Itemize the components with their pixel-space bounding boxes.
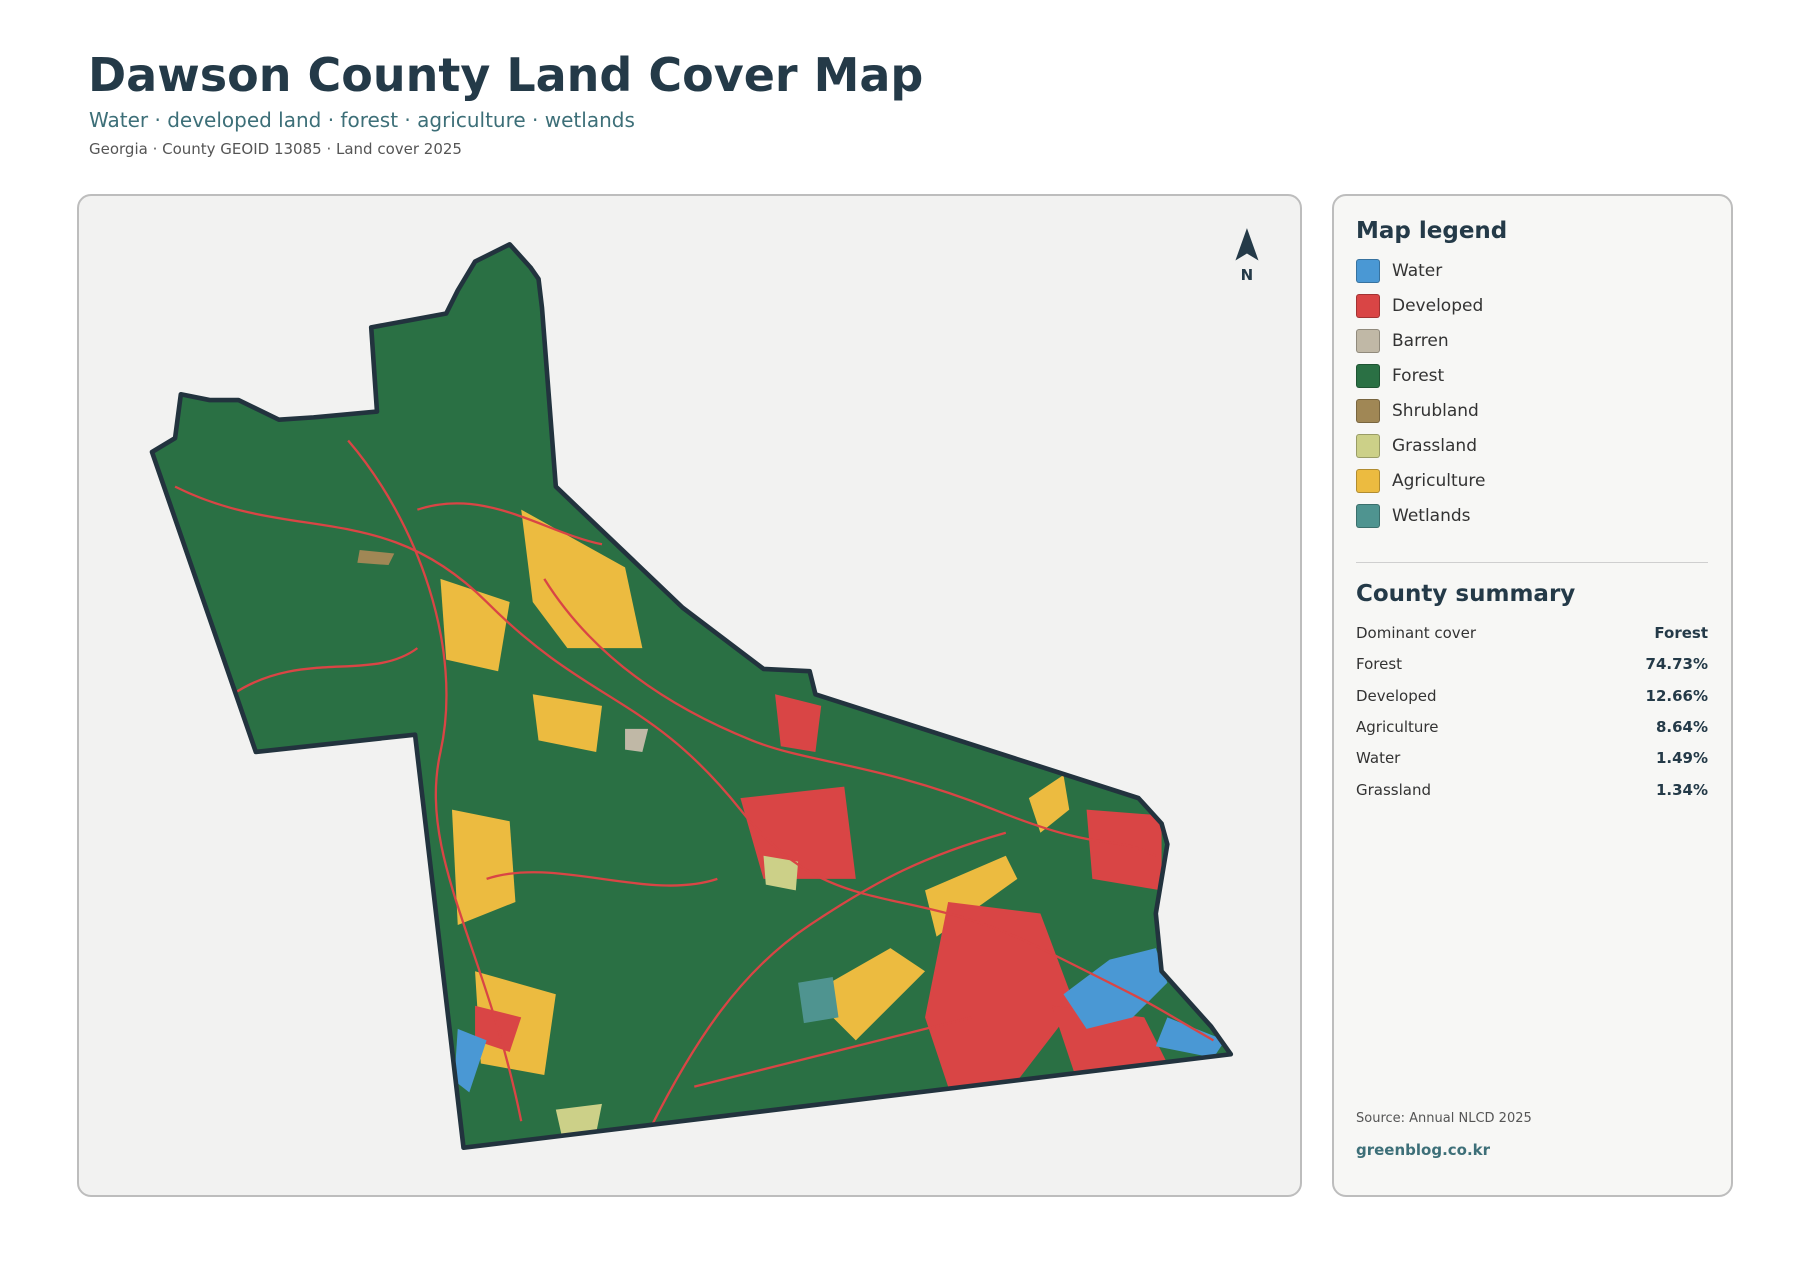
summary-label: Developed <box>1356 686 1437 705</box>
summary-value: 1.34% <box>1655 780 1708 799</box>
legend-label: Barren <box>1392 331 1449 351</box>
summary-label: Forest <box>1356 655 1403 674</box>
legend-swatch <box>1356 329 1380 353</box>
land-patch <box>1086 809 1162 891</box>
land-patch <box>555 1103 602 1136</box>
legend-item: Grassland <box>1356 433 1477 459</box>
legend-swatch <box>1356 504 1380 528</box>
summary-row: Forest 74.73% <box>1356 655 1708 673</box>
summary-title: County summary <box>1356 581 1576 607</box>
side-panel: Map legend Water Developed Barren Forest Shr… <box>1332 194 1733 1197</box>
land-patch <box>925 901 1076 1087</box>
land-patch <box>440 578 510 672</box>
summary-label: Water <box>1356 749 1401 768</box>
legend-item: Agriculture <box>1356 468 1486 494</box>
legend-item: Wetlands <box>1356 503 1471 529</box>
land-patch <box>454 1028 487 1093</box>
legend-swatch <box>1356 434 1380 458</box>
land-patch <box>532 694 602 752</box>
legend-swatch <box>1356 259 1380 283</box>
north-label: N <box>1241 266 1254 284</box>
legend-item: Shrubland <box>1356 398 1479 424</box>
summary-row: Agriculture 8.64% <box>1356 718 1708 736</box>
summary-row: Dominant cover Forest <box>1356 624 1708 642</box>
legend-label: Agriculture <box>1392 471 1486 491</box>
legend-title: Map legend <box>1356 218 1508 244</box>
legend-item: Water <box>1356 258 1442 284</box>
land-patch <box>775 694 822 752</box>
land-patch <box>1063 948 1168 1029</box>
legend-label: Wetlands <box>1392 506 1471 526</box>
meta: Georgia · County GEOID 13085 · Land cove… <box>89 140 462 158</box>
legend-item: Forest <box>1356 363 1444 389</box>
land-patch <box>1028 775 1070 833</box>
summary-value: Forest <box>1654 624 1708 642</box>
legend-label: Shrubland <box>1392 401 1479 421</box>
legend-swatch <box>1356 399 1380 423</box>
subtitle: Water · developed land · forest · agricu… <box>89 108 635 132</box>
land-patch <box>521 509 643 649</box>
legend-swatch <box>1356 469 1380 493</box>
legend-label: Developed <box>1392 296 1484 316</box>
summary-row: Grassland 1.34% <box>1356 781 1708 799</box>
summary-value: 8.64% <box>1655 717 1708 736</box>
land-patch <box>798 976 839 1024</box>
land-patch <box>740 786 856 879</box>
legend-swatch <box>1356 364 1380 388</box>
legend-swatch <box>1356 294 1380 318</box>
summary-row: Water 1.49% <box>1356 749 1708 767</box>
land-patch <box>1051 1005 1168 1076</box>
land-patch <box>809 948 926 1041</box>
legend-label: Grassland <box>1392 436 1477 456</box>
title: Dawson County Land Cover Map <box>88 48 924 102</box>
land-patch <box>357 550 395 566</box>
summary-label: Agriculture <box>1356 717 1439 736</box>
summary-value: 12.66% <box>1645 686 1708 705</box>
map: N <box>79 228 1259 1195</box>
land-patch <box>451 809 516 926</box>
roads <box>174 439 1215 1134</box>
land-patch <box>763 855 799 891</box>
summary-label: Grassland <box>1356 780 1431 799</box>
land-patch <box>1155 1017 1226 1058</box>
legend-label: Water <box>1392 261 1443 281</box>
map-panel: N <box>77 194 1302 1197</box>
legend-item: Barren <box>1356 328 1449 354</box>
legend-item: Developed <box>1356 293 1483 319</box>
legend-label: Forest <box>1392 366 1445 386</box>
summary-row: Developed 12.66% <box>1356 687 1708 705</box>
divider <box>1356 562 1708 563</box>
summary-value: 74.73% <box>1645 655 1708 674</box>
land-patch <box>625 728 649 752</box>
source: Source: Annual NLCD 2025 <box>1356 1111 1532 1126</box>
summary-label: Dominant cover <box>1356 624 1477 642</box>
site-link: greenblog.co.kr <box>1356 1141 1491 1159</box>
land-cover <box>151 244 1231 1148</box>
summary-value: 1.49% <box>1655 749 1708 768</box>
north-arrow: N <box>1235 228 1259 284</box>
